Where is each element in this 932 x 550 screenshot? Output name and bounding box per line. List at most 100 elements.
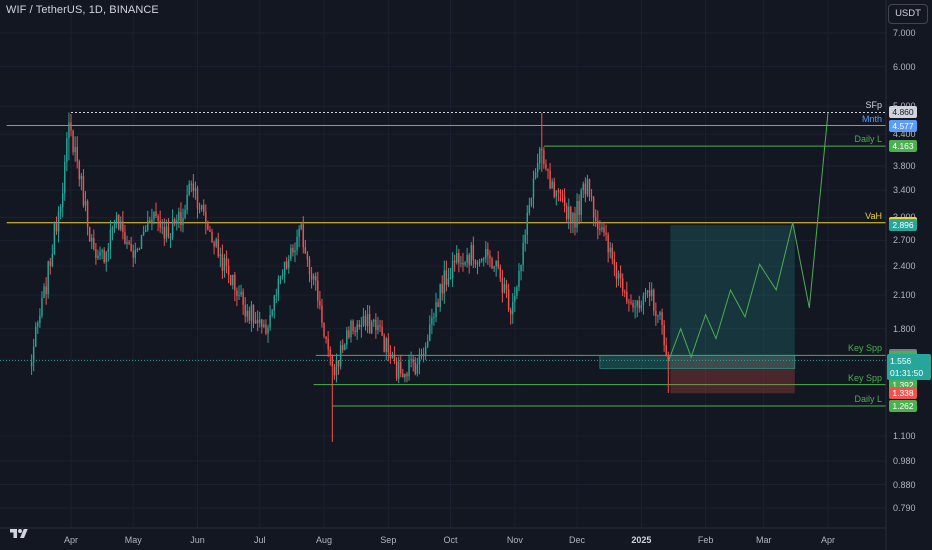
x-tick-label: Aug: [316, 535, 333, 545]
x-tick-label: Apr: [63, 535, 79, 545]
candle-body: [381, 326, 383, 336]
candle-body: [435, 302, 437, 317]
candle-body: [126, 242, 128, 244]
candle-body: [640, 304, 643, 309]
candle-body: [543, 150, 545, 165]
candle-body: [217, 239, 219, 257]
x-tick-label: Mar: [755, 535, 772, 545]
candle-body: [57, 211, 60, 232]
x-tick-label: Dec: [569, 535, 586, 545]
candle-body: [337, 360, 340, 367]
candle-body: [84, 201, 87, 206]
level-label: SFp: [865, 100, 882, 111]
y-tick-label: 3.400: [893, 185, 916, 196]
candle-body: [32, 346, 35, 363]
candle-body: [653, 289, 655, 311]
candle-body: [499, 267, 502, 279]
candle-body: [495, 260, 497, 267]
candle-body: [113, 221, 116, 228]
candle-body: [248, 310, 251, 321]
candle-body: [360, 324, 363, 327]
candle-body: [634, 306, 636, 308]
candle-body: [578, 200, 580, 215]
support-zone[interactable]: [599, 355, 796, 369]
tradingview-logo-icon: [10, 529, 28, 538]
candle-body: [97, 255, 99, 259]
candle-body: [603, 227, 605, 233]
level-label: Daily L: [854, 394, 882, 404]
symbol-title[interactable]: WIF / TetherUS, 1D, BINANCE: [6, 4, 159, 16]
candle-body: [431, 317, 433, 325]
candle-body: [294, 250, 296, 253]
candle-body: [512, 301, 514, 315]
candle-body: [261, 319, 263, 327]
candle-body: [362, 316, 365, 325]
candle-body: [250, 304, 253, 321]
candle-body: [136, 249, 139, 251]
candle-body: [300, 224, 302, 229]
candle-body: [61, 193, 64, 207]
candle-body: [157, 216, 159, 221]
candle-body: [613, 259, 616, 266]
candle-body: [601, 227, 603, 230]
candle-body: [594, 217, 597, 221]
candle-body: [472, 245, 475, 261]
stop-zone[interactable]: [670, 356, 795, 394]
candle-body: [55, 223, 58, 232]
candle-body: [385, 338, 387, 352]
candle-body: [319, 300, 321, 306]
y-tick-label: 3.800: [893, 161, 916, 171]
candle-body: [501, 278, 504, 293]
candle-body: [626, 291, 628, 302]
candle-body: [310, 273, 313, 280]
candle-body: [325, 336, 327, 340]
candle-body: [281, 275, 284, 277]
candle-body: [317, 280, 319, 301]
candle-body: [408, 360, 410, 377]
candle-body: [234, 274, 236, 291]
candle-body: [236, 290, 238, 296]
candle-body: [41, 297, 43, 316]
projection-path[interactable]: [667, 112, 829, 362]
candle-body: [283, 261, 286, 276]
candle-body: [142, 231, 145, 235]
candle-body: [244, 304, 246, 317]
candle-body: [628, 301, 630, 303]
candle-body: [580, 190, 582, 215]
currency-button[interactable]: USDT: [888, 4, 928, 24]
candle-body: [576, 200, 578, 228]
candle-body: [368, 314, 371, 334]
candle-body: [269, 315, 271, 328]
candle-body: [426, 340, 429, 347]
candle-body: [211, 231, 213, 243]
price-badge: 1.262: [889, 400, 917, 412]
candle-body: [665, 345, 667, 355]
candle-body: [565, 206, 568, 220]
candle-body: [460, 262, 462, 264]
candle-body: [103, 250, 105, 263]
candle-body: [111, 227, 114, 230]
candle-body: [605, 232, 607, 235]
candle-body: [406, 373, 408, 377]
candle-body: [663, 324, 665, 346]
x-tick-label: Jul: [253, 535, 266, 545]
candle-body: [470, 245, 473, 265]
candle-body: [582, 183, 584, 191]
candle-body: [572, 213, 574, 223]
candle-body: [147, 220, 149, 231]
candle-body: [329, 349, 331, 356]
price-badge: 4.577: [889, 119, 917, 132]
level-label: Daily L: [854, 134, 882, 145]
level-label: Key Spp: [847, 343, 882, 354]
candle-body: [53, 223, 56, 254]
candle-body: [151, 219, 153, 222]
candle-body: [661, 312, 663, 325]
candle-body: [232, 274, 234, 286]
candle-body: [72, 130, 74, 153]
target-zone[interactable]: [670, 225, 795, 357]
x-tick-label: 2025: [631, 535, 652, 545]
candle-body: [39, 315, 41, 323]
candle-body: [256, 320, 259, 324]
candle-body: [447, 278, 450, 285]
